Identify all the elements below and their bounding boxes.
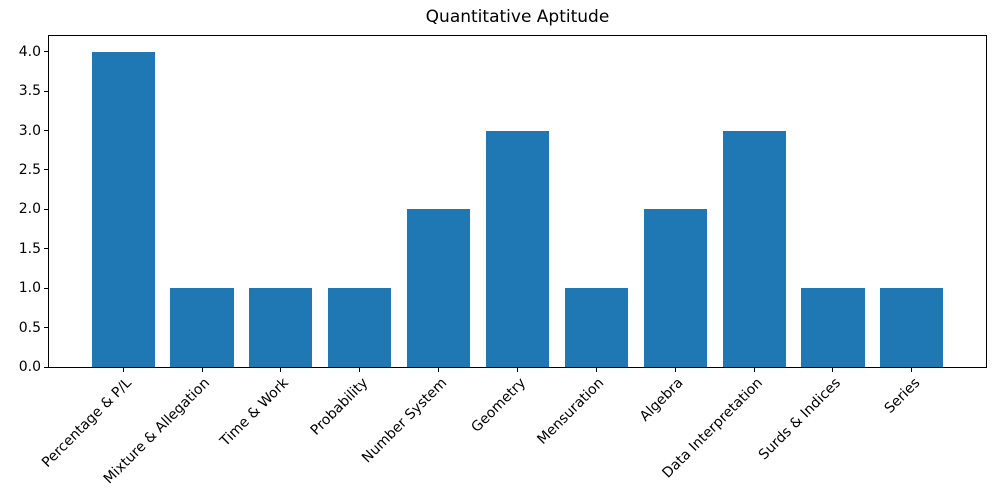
bar-percentage-p-l bbox=[91, 51, 155, 367]
x-tick-label: Geometry bbox=[468, 375, 529, 436]
bar-algebra bbox=[643, 209, 707, 367]
y-tick-mark bbox=[44, 90, 48, 92]
bar-geometry bbox=[485, 130, 550, 367]
x-tick-label: Algebra bbox=[636, 375, 687, 425]
x-tick-mark bbox=[438, 368, 440, 372]
x-tick-label: Time & Work bbox=[217, 375, 293, 450]
x-tick-mark bbox=[122, 368, 124, 372]
x-tick-mark bbox=[674, 368, 676, 372]
y-tick-mark bbox=[44, 327, 48, 329]
y-tick-mark bbox=[44, 51, 48, 53]
bar-probability bbox=[328, 288, 392, 367]
x-tick-mark bbox=[753, 368, 755, 372]
y-tick-label: 1.5 bbox=[18, 240, 41, 257]
y-tick-label: 0.5 bbox=[18, 319, 41, 336]
x-tick-label: Probability bbox=[307, 375, 372, 439]
x-tick-mark bbox=[201, 368, 203, 372]
y-tick-mark bbox=[44, 130, 48, 132]
y-tick-mark bbox=[44, 287, 48, 289]
y-tick-mark bbox=[44, 169, 48, 171]
x-tick-mark bbox=[832, 368, 834, 372]
x-tick-label: Number System bbox=[358, 375, 450, 467]
x-tick-label: Surds & Indices bbox=[756, 375, 845, 464]
bar-mensuration bbox=[564, 288, 628, 367]
x-tick-mark bbox=[595, 368, 597, 372]
y-tick-label: 4.0 bbox=[18, 43, 41, 60]
y-tick-label: 3.0 bbox=[18, 122, 41, 139]
y-tick-label: 1.0 bbox=[18, 280, 41, 297]
x-tick-mark bbox=[280, 368, 282, 372]
plot-area: 0.0 0.5 1.0 1.5 2.0 2.5 3.0 3.5 4.0 Percentage & … bbox=[19, 35, 987, 487]
bar-number-system bbox=[407, 209, 471, 367]
bar-data-interpretation bbox=[722, 130, 786, 367]
x-tick-mark bbox=[911, 368, 913, 372]
y-tick-label: 3.5 bbox=[18, 83, 41, 100]
x-tick-label: Mensuration bbox=[534, 375, 608, 448]
y-tick-mark bbox=[44, 248, 48, 250]
y-tick-label: 2.5 bbox=[18, 161, 41, 178]
bar-series bbox=[880, 288, 944, 367]
y-tick-mark bbox=[44, 366, 48, 368]
x-tick-mark bbox=[359, 368, 361, 372]
x-tick-mark bbox=[517, 368, 518, 372]
x-tick-label: Series bbox=[881, 375, 924, 417]
y-tick-label: 2.0 bbox=[18, 201, 41, 218]
bar-surds-indices bbox=[801, 288, 865, 367]
y-tick-mark bbox=[44, 208, 48, 210]
y-tick-label: 0.0 bbox=[18, 359, 41, 375]
chart-title: Quantitative Aptitude bbox=[425, 7, 610, 27]
bar-time-work bbox=[249, 288, 313, 367]
bar-mixture-allegation bbox=[170, 288, 234, 367]
